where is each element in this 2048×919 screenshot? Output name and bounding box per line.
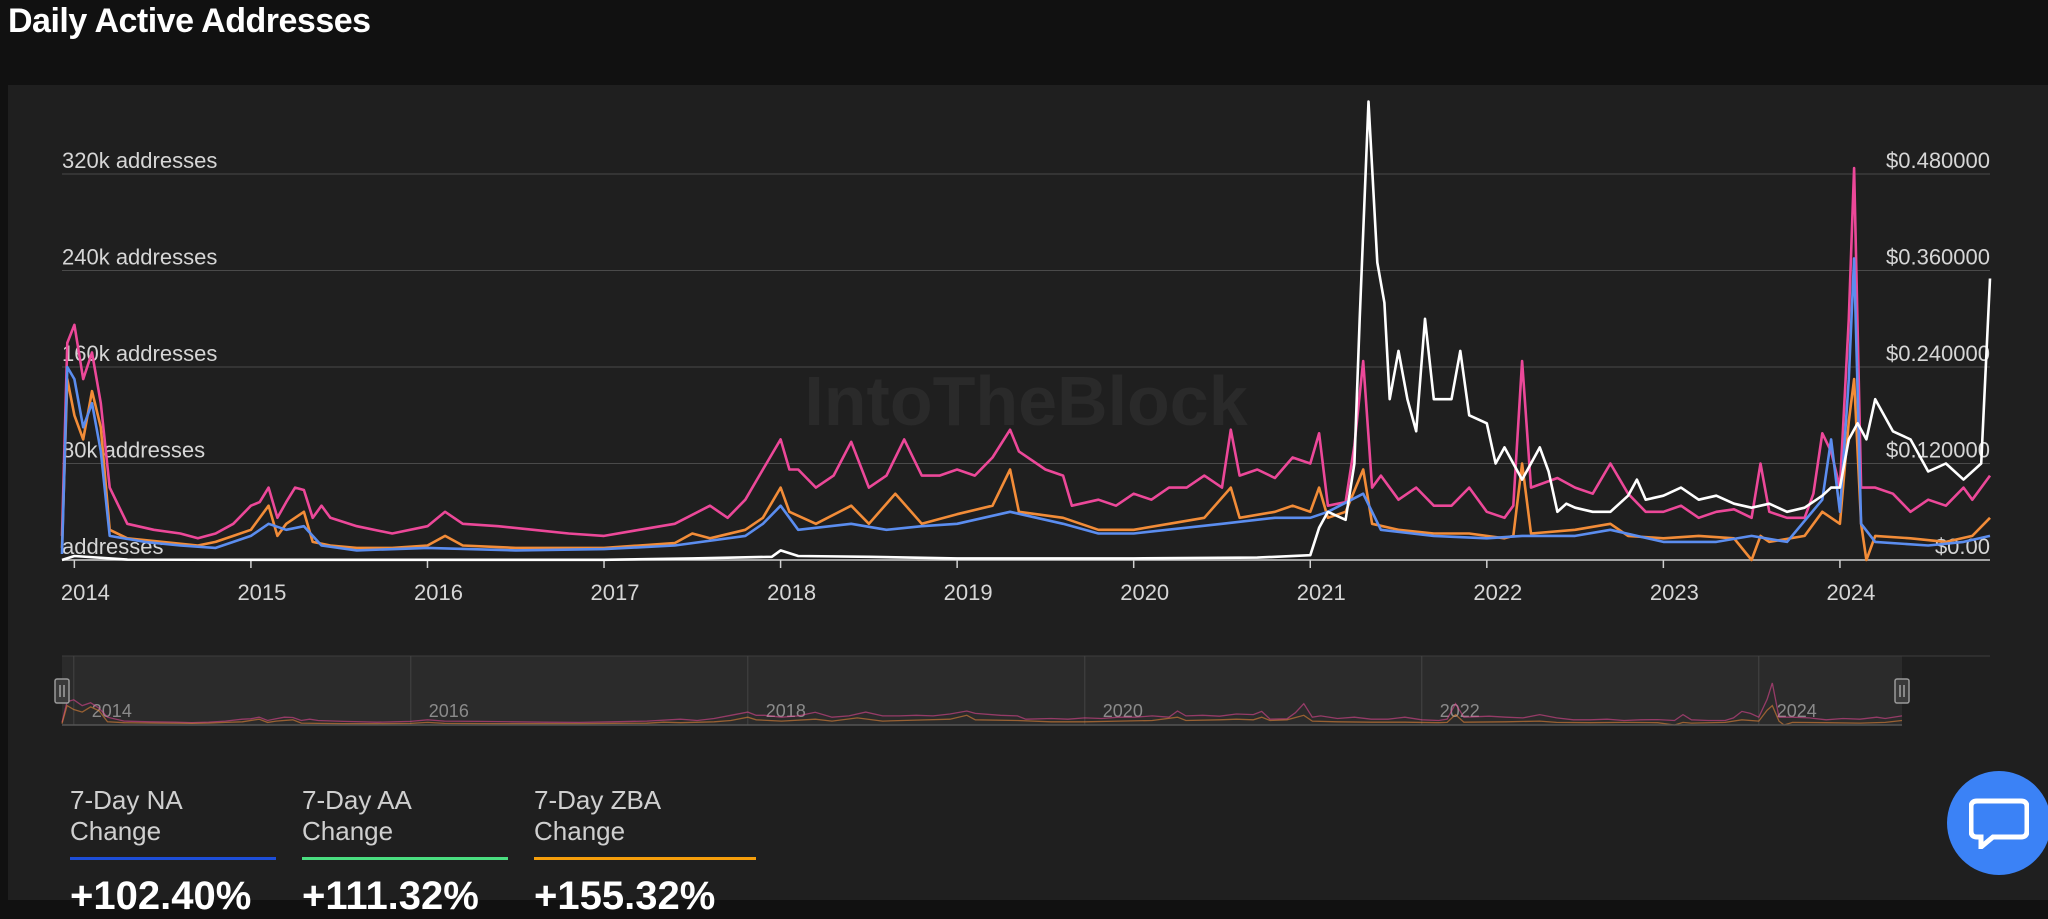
x-tick-label: 2014 <box>61 580 110 605</box>
x-tick-label: 2024 <box>1826 580 1875 605</box>
chart-svg[interactable]: IntoTheBlock addresses 80k addresses 160k a… <box>0 0 2048 900</box>
x-tick-label: 2016 <box>414 580 463 605</box>
series-line-active-addresses <box>60 166 1992 540</box>
handle-box <box>54 678 70 704</box>
navigator-tick-label: 2016 <box>429 701 469 721</box>
y-right-tick-label: $0.120000 <box>1886 438 1990 463</box>
navigator-series-line <box>61 682 1903 724</box>
x-tick-label: 2020 <box>1120 580 1169 605</box>
chart-panel <box>8 85 2048 900</box>
stat-zba-underline <box>534 857 756 860</box>
series-line-7-day-zba-change <box>60 377 1991 562</box>
chart-watermark: IntoTheBlock <box>804 362 1247 440</box>
stat-na-change: 7-Day NA Change +102.40% <box>70 785 276 919</box>
navigator-tick-label: 2024 <box>1777 701 1817 721</box>
y-right-tick-label: $0.480000 <box>1886 148 1990 173</box>
y-left-tick-label: 240k addresses <box>62 245 217 270</box>
chat-bubble-icon <box>1969 798 2029 849</box>
handle-box <box>1894 678 1910 704</box>
stat-zba-change: 7-Day ZBA Change +155.32% <box>534 785 756 919</box>
navigator-tick-label: 2014 <box>92 701 132 721</box>
series-line-7-day-na-change <box>60 257 1991 555</box>
navigator-handle-left[interactable] <box>54 678 70 704</box>
y-right-tick-label: $0.240000 <box>1886 341 1990 366</box>
y-left-tick-label: addresses <box>62 534 164 559</box>
navigator-handle-right[interactable] <box>1894 678 1910 704</box>
stat-na-value: +102.40% <box>70 874 252 918</box>
x-tick-label: 2018 <box>767 580 816 605</box>
x-tick-label: 2019 <box>944 580 993 605</box>
stat-zba-value: +155.32% <box>534 874 716 918</box>
page-title: Daily Active Addresses <box>8 2 371 40</box>
y-left-tick-label: 320k addresses <box>62 148 217 173</box>
navigator-tick-label: 2020 <box>1103 701 1143 721</box>
x-tick-label: 2021 <box>1297 580 1346 605</box>
stat-na-underline <box>70 857 276 860</box>
stat-na-label: 7-Day NA Change <box>70 785 182 846</box>
x-tick-label: 2022 <box>1473 580 1522 605</box>
series-line-price <box>61 100 1992 562</box>
stat-zba-label: 7-Day ZBA Change <box>534 785 660 846</box>
x-tick-label: 2017 <box>591 580 640 605</box>
stat-aa-label: 7-Day AA Change <box>302 785 411 846</box>
y-left-tick-label: 80k addresses <box>62 438 205 463</box>
navigator-track <box>62 656 1902 725</box>
stat-aa-underline <box>302 857 508 860</box>
x-tick-label: 2015 <box>237 580 286 605</box>
chat-button[interactable] <box>1947 771 2048 875</box>
stat-aa-value: +111.32% <box>302 874 479 918</box>
x-tick-label: 2023 <box>1650 580 1699 605</box>
stat-aa-change: 7-Day AA Change +111.32% <box>302 785 508 919</box>
navigator-tick-label: 2018 <box>766 701 806 721</box>
navigator-series-line <box>61 704 1903 726</box>
y-right-tick-label: $0.360000 <box>1886 245 1990 270</box>
y-left-tick-label: 160k addresses <box>62 341 217 366</box>
